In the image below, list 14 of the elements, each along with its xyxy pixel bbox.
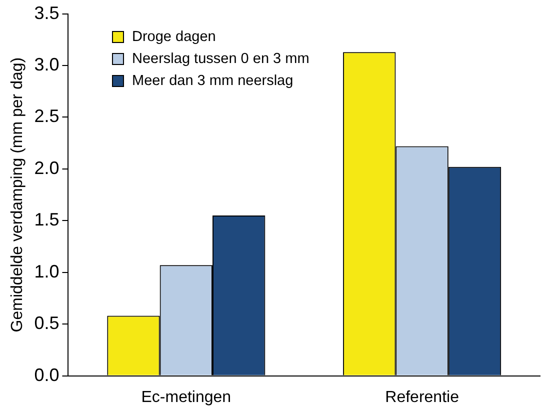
x-tick-label: Ec-metingen <box>141 388 232 406</box>
legend-label: Droge dagen <box>132 29 216 45</box>
legend-label: Neerslag tussen 0 en 3 mm <box>132 51 310 67</box>
x-tick-label: Referentie <box>385 388 460 406</box>
y-tick-label: 0.0 <box>34 364 60 385</box>
y-tick-label: 3.5 <box>34 2 60 23</box>
y-tick-label: 0.5 <box>34 313 60 334</box>
y-tick-label: 2.0 <box>34 158 60 178</box>
y-tick-label: 2.5 <box>34 106 60 126</box>
y-tick-label: 1.0 <box>34 261 60 282</box>
y-tick-label: 3.0 <box>34 54 60 74</box>
y-tick-label: 1.5 <box>34 210 60 230</box>
y-axis-title: Gemiddelde verdamping (mm per dag) <box>9 57 26 332</box>
legend-label: Meer dan 3 mm neerslag <box>132 73 294 89</box>
